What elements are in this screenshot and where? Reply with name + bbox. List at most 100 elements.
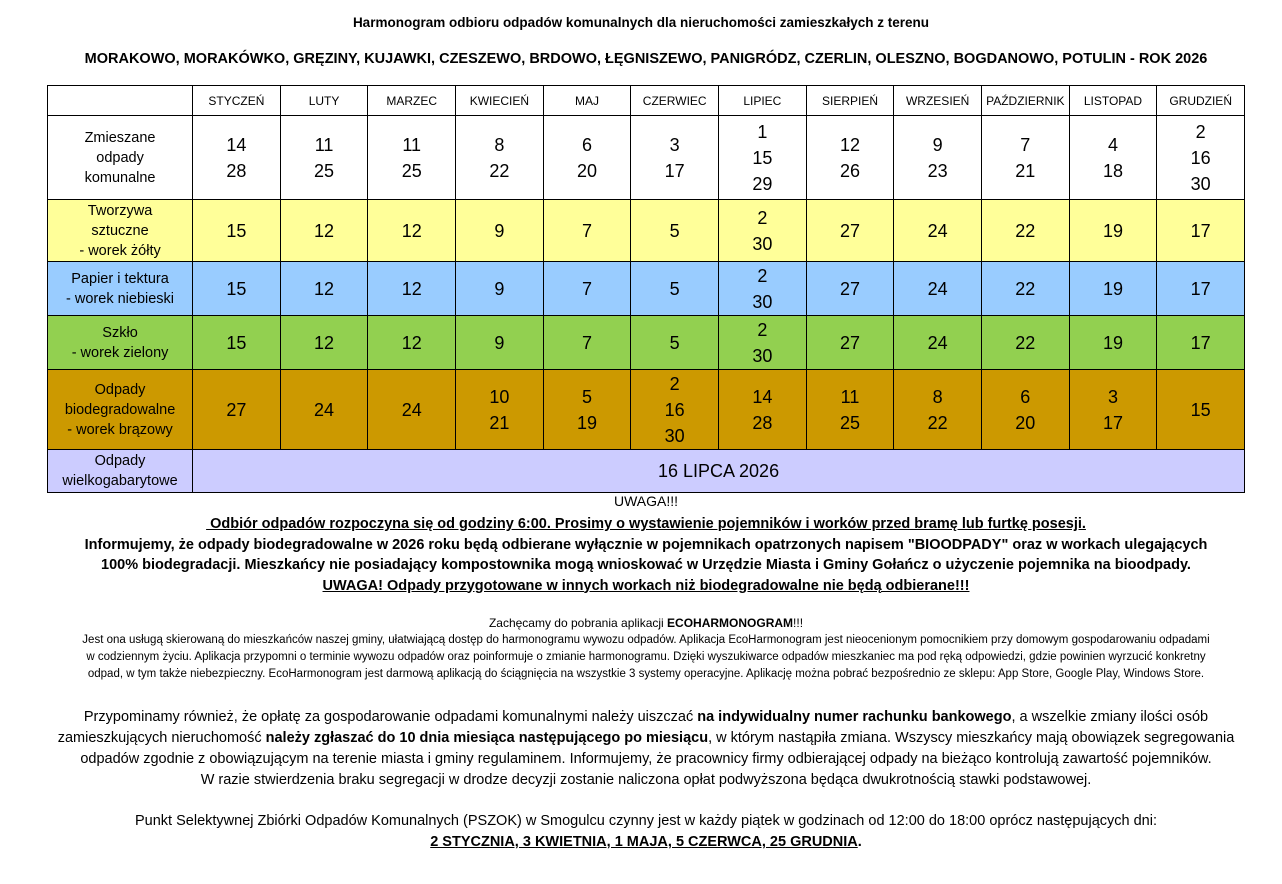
pickup-day: 9: [494, 220, 505, 241]
pickup-day: 23: [927, 160, 948, 181]
waste-type-label-line: Szkło: [102, 324, 138, 341]
pickup-days-cell: 8 22: [455, 115, 544, 200]
pickup-days-cell: 9: [455, 315, 544, 370]
pickup-day: 12: [401, 332, 422, 353]
pickup-days-cell: 27: [192, 369, 281, 450]
pickup-days-cell: 5: [630, 261, 720, 316]
pickup-day: 19: [1102, 332, 1123, 353]
pickup-days-cell: 22: [980, 315, 1070, 370]
pickup-days-cell: 15: [192, 261, 281, 316]
pickup-days-cell: 2 30: [718, 199, 807, 262]
waste-type-label-line: biodegradowalne: [64, 401, 176, 418]
waste-type-label-line: - worek niebieski: [66, 290, 175, 307]
pickup-days-cell: 12: [279, 261, 369, 316]
pickup-days-cell: 24: [893, 261, 982, 316]
pickup-days-cell: 5: [630, 199, 720, 262]
pickup-days-cell: 17: [1156, 199, 1245, 262]
pickup-day: 7: [582, 220, 593, 241]
pickup-days-cell: 27: [805, 261, 895, 316]
pszok-hours: Punkt Selektywnej Zbiórki Odpadów Komuna…: [135, 813, 1157, 829]
payment-reminder: Przypominamy również, że opłatę za gospo…: [0, 707, 1282, 791]
pickup-day: 28: [226, 160, 247, 181]
pickup-days-cell: 15: [1156, 369, 1245, 450]
pickup-days-cell: 15: [192, 199, 281, 262]
pickup-day: 17: [1102, 412, 1123, 433]
pickup-day: 11: [402, 134, 422, 155]
pickup-day: 15: [752, 147, 773, 168]
month-header: GRUDZIEŃ: [1156, 85, 1245, 116]
pickup-days-cell: 12: [367, 315, 457, 370]
pickup-day: 2: [757, 265, 768, 286]
pickup-day: 12: [401, 278, 422, 299]
pickup-days-cell: 12: [279, 199, 369, 262]
waste-type-label-line: odpady: [96, 149, 144, 166]
reminder-text: zamieszkujących nieruchomość: [57, 730, 266, 746]
waste-type-label: Odpady wielkogabarytowe: [46, 449, 194, 493]
pickup-day: 15: [226, 278, 247, 299]
pickup-day: 27: [839, 332, 861, 353]
pickup-day: 17: [1190, 220, 1211, 241]
pickup-days-cell: 5 19: [542, 369, 632, 450]
pickup-days-cell: 27: [805, 199, 895, 262]
pickup-day: 3: [669, 134, 680, 155]
app-promo: Zachęcamy do pobrania aplikacji ECOHARMO…: [0, 615, 1282, 683]
pickup-days-cell: 2 16 30: [1156, 115, 1245, 200]
waste-type-label: Zmieszane odpady komunalne: [46, 115, 194, 200]
pickup-day: 8: [494, 134, 505, 155]
pickup-days-cell: 14 28: [718, 369, 807, 450]
pickup-day: 6: [582, 134, 593, 155]
waste-type-label-line: - worek żółty: [79, 242, 161, 259]
pszok-info: Punkt Selektywnej Zbiórki Odpadów Komuna…: [0, 811, 1282, 853]
pickup-days-cell: 15: [192, 315, 281, 370]
pickup-days-cell: 19: [1068, 199, 1158, 262]
pickup-days-cell: 10 21: [455, 369, 544, 450]
pickup-day: 24: [314, 399, 335, 420]
waste-type-label-line: wielkogabarytowe: [62, 473, 178, 489]
month-header: WRZESIEŃ: [893, 85, 982, 116]
pickup-day: 17: [1190, 332, 1211, 353]
reminder-text: , w którym nastąpiła zmiana. Wszyscy mie…: [708, 730, 1235, 746]
reminder-text: Przypominamy również, że opłatę za gospo…: [83, 709, 698, 725]
pickup-days-cell: 9 23: [893, 115, 982, 200]
schedule-row-bulky: Odpady wielkogabarytowe 16 LIPCA 2026: [46, 449, 1245, 493]
reminder-text: , a wszelkie zmiany ilości osób: [1011, 709, 1209, 725]
waste-type-label: Szkło - worek zielony: [46, 315, 194, 370]
pickup-day: 20: [1015, 412, 1036, 433]
waste-type-label: Tworzywa sztuczne - worek żółty: [46, 199, 194, 262]
pickup-day: 25: [839, 412, 861, 433]
pickup-days-cell: 24: [893, 199, 982, 262]
pickup-day: 11: [840, 386, 860, 407]
pickup-days-cell: 4 18: [1068, 115, 1158, 200]
app-promo-line: w codziennym życiu. Aplikacja przypomni …: [86, 651, 1206, 663]
pickup-day: 2: [669, 373, 680, 394]
pickup-days-cell: 9: [455, 199, 544, 262]
pickup-day: 16: [664, 399, 685, 420]
pickup-day: 2: [757, 207, 768, 228]
notice-line-start-time: Odbiór odpadów rozpoczyna się od godziny…: [206, 516, 1086, 532]
waste-type-label-line: sztuczne: [91, 222, 149, 239]
pickup-day: 24: [401, 399, 422, 420]
notice-line-bio-bins: Informujemy, że odpady biodegradowalne w…: [84, 536, 1208, 553]
waste-type-label-line: Zmieszane: [84, 129, 156, 146]
pickup-day: 27: [839, 220, 861, 241]
pszok-dot: .: [857, 834, 862, 850]
pickup-day: 12: [314, 332, 335, 353]
pickup-day: 30: [752, 345, 773, 366]
schedule-subtitle: MORAKOWO, MORAKÓWKO, GRĘZINY, KUJAWKI, C…: [84, 51, 1208, 67]
pickup-days-cell: 3 17: [630, 115, 720, 200]
pickup-days-cell: 11 25: [279, 115, 369, 200]
pickup-days-cell: 9: [455, 261, 544, 316]
pickup-day: 5: [669, 332, 680, 353]
month-header: LISTOPAD: [1068, 85, 1158, 116]
pickup-day: 28: [752, 412, 773, 433]
pickup-day: 20: [577, 160, 598, 181]
pickup-day: 26: [839, 160, 861, 181]
pickup-day: 9: [932, 134, 943, 155]
waste-type-label-line: Odpady: [94, 453, 146, 469]
pickup-day: 2: [757, 319, 768, 340]
reminder-line: odpadów zgodnie z obowiązującym na teren…: [80, 751, 1212, 767]
schedule-row-glass: Szkło - worek zielony 15 12 12 9 7 5 2 30 27 24 22 19…: [46, 315, 1245, 370]
pickup-days-cell: 22: [980, 199, 1070, 262]
collection-notice: Odbiór odpadów rozpoczyna się od godziny…: [0, 514, 1282, 596]
pickup-days-cell: 12 26: [805, 115, 895, 200]
